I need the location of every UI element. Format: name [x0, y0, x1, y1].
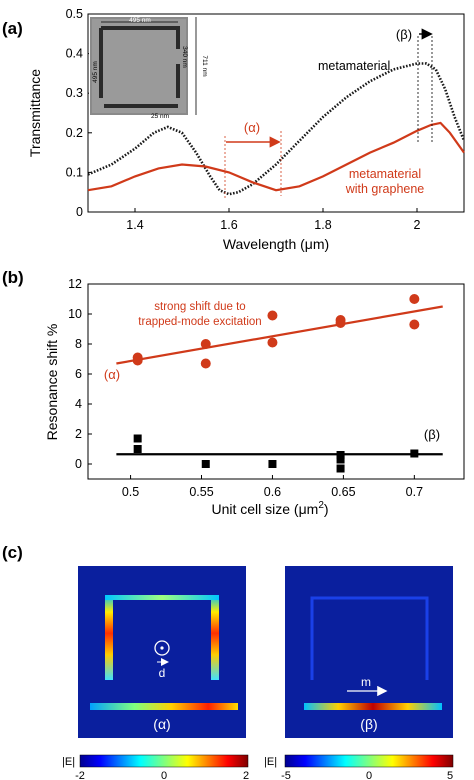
- y-tick-label-a: 0.4: [66, 47, 83, 61]
- beta-faint-ring: [310, 596, 429, 680]
- beta-bottom-bar: [304, 703, 442, 710]
- colorbar-right-min: -5: [281, 770, 291, 780]
- inset-dim-left: 495 nm: [92, 61, 99, 83]
- beta-data-point: [336, 451, 345, 459]
- alpha-data-point: [335, 318, 346, 328]
- sem-inset: 495 nm 495 nm 340 nm 711 nm 25 nm: [89, 15, 209, 120]
- y-tick-label-b: 10: [68, 307, 82, 321]
- x-axis-label-b: Unit cell size (μm2): [211, 500, 328, 517]
- y-tick-label-a: 0.3: [66, 86, 83, 100]
- colorbar-left-max: 2: [243, 770, 249, 780]
- alpha-data-point: [200, 339, 211, 349]
- x-tick-label-a: 2: [414, 218, 421, 232]
- y-tick-label-b: 2: [75, 427, 82, 441]
- graphene-label-1: metamaterial: [349, 167, 421, 181]
- beta-map-label: (β): [360, 716, 377, 732]
- colorbar-left-min: -2: [75, 770, 85, 780]
- beta-data-point: [336, 455, 345, 464]
- y-tick-label-a: 0.5: [66, 7, 83, 21]
- x-tick-label-b: 0.7: [406, 485, 423, 499]
- resonance-shift-chart: 0 2 4 6 8 10 12 0.5 0.55 0.6 0.65 0.7 Resonance sh…: [44, 277, 465, 517]
- annotation-line-1: strong shift due to: [154, 301, 245, 313]
- panel-c-label: (c): [2, 543, 23, 562]
- alpha-left-bar: [105, 595, 113, 680]
- beta-data-point: [133, 434, 142, 443]
- alpha-label-a: (α): [244, 120, 260, 135]
- panel-b-label: (b): [2, 268, 24, 287]
- y-tick-label-a: 0: [76, 205, 83, 219]
- graphene-curve: [87, 121, 465, 192]
- x-tick-label-b: 0.6: [264, 485, 281, 499]
- beta-data-point: [133, 445, 142, 453]
- y-tick-label-a: 0.1: [66, 165, 83, 179]
- alpha-data-point: [132, 355, 143, 366]
- sem-top-arm: [101, 26, 180, 49]
- field-map-alpha: d (α): [78, 566, 246, 738]
- x-tick-label-b: 0.55: [189, 485, 213, 499]
- colorbar-right-max: 5: [447, 770, 453, 780]
- x-axis-label-a: Wavelength (μm): [223, 236, 329, 252]
- beta-data-point: [201, 460, 210, 468]
- colorbar-left: [79, 754, 249, 768]
- colorbar-title-left: |E|: [62, 756, 75, 768]
- alpha-data-point: [409, 319, 420, 330]
- alpha-right-bar: [211, 595, 219, 680]
- y-tick-label-b: 12: [68, 277, 82, 291]
- alpha-data-point: [200, 358, 211, 369]
- inset-dim-period: 711 nm: [201, 55, 208, 76]
- plot-frame-a: [87, 13, 465, 213]
- metamaterial-curve: [87, 62, 466, 196]
- y-tick-label-b: 0: [75, 457, 82, 471]
- x-tick-label-a: 1.6: [220, 218, 237, 232]
- colorbar-title-right: |E|: [264, 756, 277, 768]
- beta-data-point: [410, 449, 419, 458]
- graphene-label-2: with graphene: [345, 182, 425, 196]
- x-tick-label-b: 0.5: [122, 485, 139, 499]
- m-label: m: [361, 675, 371, 689]
- colorbar-right: [284, 754, 454, 768]
- plot-frame-b: [87, 283, 465, 480]
- y-tick-label-b: 4: [75, 397, 82, 411]
- inset-dim-width: 25 nm: [151, 113, 169, 120]
- alpha-data-point: [267, 337, 278, 348]
- colorbar-left-mid: 0: [161, 770, 167, 780]
- beta-label-a: (β): [396, 27, 412, 42]
- y-tick-label-b: 6: [75, 367, 82, 381]
- alpha-map-label: (α): [153, 716, 170, 732]
- alpha-fit-line: [116, 305, 443, 365]
- beta-data-point: [336, 464, 345, 473]
- inset-dim-gap: 340 nm: [181, 46, 188, 68]
- beta-data-point: [268, 460, 277, 468]
- metamaterial-label: metamaterial: [318, 59, 390, 73]
- panel-a-label: (a): [2, 19, 23, 38]
- field-map-beta: m (β): [285, 566, 453, 738]
- y-tick-label-a: 0.2: [66, 126, 83, 140]
- y-axis-label-b: Resonance shift %: [44, 324, 60, 441]
- y-axis-label-a: Transmittance: [27, 69, 43, 157]
- inset-dim-top: 495 nm: [129, 17, 151, 24]
- colorbar-right-mid: 0: [366, 770, 372, 780]
- d-label: d: [159, 666, 166, 680]
- beta-label-b: (β): [424, 427, 440, 442]
- alpha-top-bar: [105, 595, 219, 600]
- x-tick-label-b: 0.65: [331, 485, 355, 499]
- y-tick-label-b: 8: [75, 337, 82, 351]
- alpha-data-point: [267, 310, 278, 321]
- electric-dipole-icon: [154, 640, 170, 656]
- alpha-label-b: (α): [104, 367, 120, 382]
- annotation-line-2: trapped-mode excitation: [138, 316, 261, 328]
- x-tick-label-a: 1.8: [314, 218, 331, 232]
- alpha-data-point: [409, 294, 420, 304]
- x-tick-label-a: 1.4: [126, 218, 143, 232]
- alpha-bottom-bar: [90, 703, 238, 710]
- transmittance-chart: 0 0.1 0.2 0.3 0.4 0.5 1.4 1.6 1.8 2 Transmittanc…: [27, 7, 466, 252]
